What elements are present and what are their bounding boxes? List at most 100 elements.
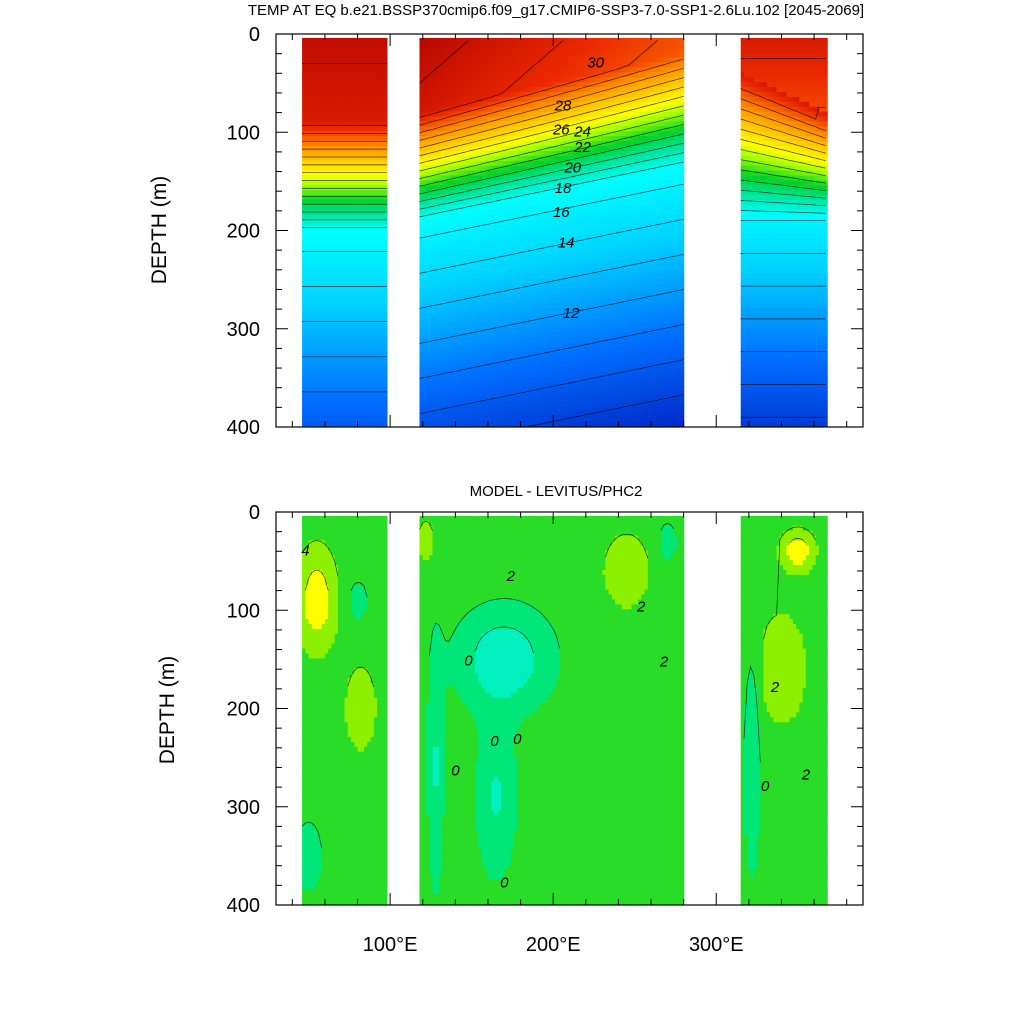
temperature-field-cell bbox=[337, 288, 342, 294]
temperature-field-cell bbox=[305, 421, 310, 427]
temperature-field-cell bbox=[517, 155, 522, 162]
temperature-field-cell bbox=[478, 150, 483, 157]
temperature-field-cell bbox=[523, 411, 528, 417]
temperature-field-cell bbox=[481, 371, 486, 378]
temperature-field-cell bbox=[497, 234, 502, 240]
temperature-field-cell bbox=[452, 180, 456, 186]
temperature-field-cell bbox=[494, 150, 499, 157]
temperature-field-cell bbox=[536, 170, 541, 177]
temperature-field-cell bbox=[435, 298, 440, 304]
temperature-field-cell bbox=[324, 170, 329, 177]
temperature-field-cell bbox=[334, 180, 339, 186]
temperature-field-cell bbox=[448, 131, 453, 137]
temperature-field-cell bbox=[520, 371, 525, 378]
temperature-field-cell bbox=[334, 195, 339, 201]
temperature-field-cell bbox=[527, 175, 531, 181]
temperature-field-cell bbox=[344, 52, 349, 59]
temperature-field-cell bbox=[334, 273, 339, 280]
temperature-field-cell bbox=[474, 204, 479, 211]
temperature-field-cell bbox=[318, 308, 323, 314]
temperature-field-cell bbox=[308, 263, 313, 270]
temperature-field-cell bbox=[530, 268, 535, 275]
temperature-field-cell bbox=[305, 357, 310, 363]
temperature-field-cell bbox=[422, 214, 427, 221]
temperature-field-cell bbox=[439, 82, 443, 88]
temperature-field-cell bbox=[354, 121, 359, 127]
temperature-field-cell bbox=[527, 278, 531, 285]
temperature-field-cell bbox=[514, 136, 518, 142]
temperature-field-cell bbox=[302, 170, 306, 177]
temperature-field-cell bbox=[364, 421, 368, 427]
temperature-field-cell bbox=[510, 37, 515, 44]
temperature-field-cell bbox=[507, 411, 512, 417]
temperature-field-cell bbox=[478, 96, 483, 103]
temperature-field-cell bbox=[504, 244, 509, 250]
temperature-field-cell bbox=[510, 421, 515, 427]
temperature-field-cell bbox=[510, 401, 515, 407]
temperature-field-cell bbox=[448, 239, 453, 245]
temperature-field-cell bbox=[461, 322, 466, 329]
temperature-field-cell bbox=[478, 381, 483, 388]
temperature-field-cell bbox=[315, 288, 319, 294]
temperature-field-cell bbox=[510, 72, 515, 78]
temperature-field-cell bbox=[514, 317, 518, 324]
temperature-field-cell bbox=[474, 42, 479, 49]
temperature-field-cell bbox=[533, 239, 538, 245]
temperature-field-cell bbox=[458, 342, 463, 349]
temperature-field-cell bbox=[315, 219, 319, 226]
temperature-field-cell bbox=[341, 91, 346, 98]
temperature-field-cell bbox=[474, 332, 479, 339]
temperature-field-cell bbox=[481, 322, 486, 329]
temperature-field-cell bbox=[432, 165, 437, 172]
temperature-field-cell bbox=[517, 219, 522, 226]
temperature-field-cell bbox=[520, 263, 525, 270]
temperature-field-cell bbox=[533, 160, 538, 167]
temperature-field-cell bbox=[458, 87, 463, 93]
temperature-field-cell bbox=[452, 391, 456, 398]
temperature-field-cell bbox=[448, 254, 453, 260]
temperature-field-cell bbox=[370, 263, 375, 270]
temperature-field-cell bbox=[344, 219, 349, 226]
temperature-field-cell bbox=[360, 381, 365, 388]
temperature-field-cell bbox=[494, 82, 499, 88]
temperature-field-cell bbox=[491, 406, 496, 412]
temperature-field-cell bbox=[478, 229, 483, 236]
temperature-field-cell bbox=[471, 160, 476, 167]
temperature-field-cell bbox=[305, 200, 310, 206]
temperature-field-cell bbox=[514, 308, 518, 314]
temperature-field-cell bbox=[448, 224, 453, 231]
temperature-field-cell bbox=[439, 371, 443, 378]
temperature-field-cell bbox=[527, 391, 531, 398]
temperature-field-cell bbox=[347, 254, 352, 260]
temperature-field-cell bbox=[487, 101, 492, 108]
temperature-field-cell bbox=[370, 62, 375, 68]
temperature-field-cell bbox=[334, 219, 339, 226]
temperature-field-cell bbox=[484, 47, 489, 54]
temperature-field-cell bbox=[442, 67, 447, 73]
temperature-field-cell bbox=[302, 204, 306, 211]
temperature-field-cell bbox=[494, 111, 499, 118]
temperature-field-cell bbox=[308, 411, 313, 417]
temperature-field-cell bbox=[445, 273, 450, 280]
temperature-field-cell bbox=[452, 352, 456, 358]
temperature-field-cell bbox=[439, 121, 443, 127]
temperature-field-cell bbox=[527, 313, 531, 319]
temperature-field-cell bbox=[507, 367, 512, 373]
temperature-field-cell bbox=[380, 175, 385, 181]
temperature-field-cell bbox=[324, 258, 329, 265]
temperature-field-cell bbox=[360, 396, 365, 403]
temperature-field-cell bbox=[377, 396, 381, 403]
temperature-field-cell bbox=[448, 146, 453, 152]
temperature-field-cell bbox=[370, 116, 375, 123]
temperature-field-cell bbox=[419, 150, 424, 157]
temperature-field-cell bbox=[318, 268, 323, 275]
temperature-field-cell bbox=[432, 342, 437, 349]
temperature-field-cell bbox=[341, 327, 346, 334]
temperature-field-cell bbox=[478, 101, 483, 108]
temperature-field-cell bbox=[419, 214, 424, 221]
temperature-field-cell bbox=[536, 67, 541, 73]
temperature-field-cell bbox=[364, 258, 368, 265]
temperature-field-cell bbox=[324, 121, 329, 127]
temperature-field-cell bbox=[422, 371, 427, 378]
temperature-field-cell bbox=[429, 229, 434, 236]
